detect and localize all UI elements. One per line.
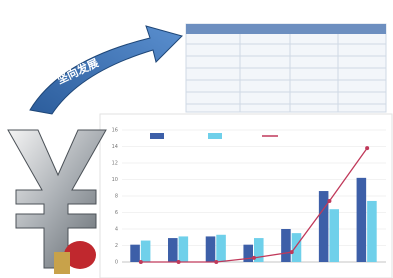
- line-point: [327, 199, 331, 203]
- line-point: [365, 146, 369, 150]
- y-tick-label: 8: [115, 194, 118, 200]
- y-tick-label: 4: [115, 227, 118, 233]
- bar: [329, 209, 339, 262]
- table-panel: [186, 24, 386, 112]
- line-point: [177, 260, 181, 264]
- bar: [179, 236, 189, 262]
- y-tick-label: 6: [115, 210, 118, 216]
- bar: [367, 201, 377, 262]
- line-point: [290, 250, 294, 254]
- bar: [319, 191, 329, 262]
- y-tick-label: 12: [112, 161, 118, 167]
- y-tick-label: 0: [115, 260, 118, 266]
- bar: [168, 238, 178, 262]
- y-tick-label: 16: [112, 128, 118, 134]
- y-tick-label: 10: [112, 177, 118, 183]
- arrow: [30, 26, 182, 114]
- bar: [141, 241, 151, 262]
- legend-swatch: [150, 133, 164, 139]
- bar: [130, 245, 140, 262]
- coin-stack: [54, 252, 70, 274]
- bar: [216, 235, 226, 262]
- legend-swatch: [208, 133, 222, 139]
- bar: [357, 178, 367, 262]
- line-point: [139, 260, 143, 264]
- line-point: [214, 260, 218, 264]
- bar: [281, 229, 291, 262]
- y-tick-label: 2: [115, 243, 118, 249]
- line-point: [252, 256, 256, 260]
- bar: [206, 236, 216, 262]
- bar: [292, 233, 302, 262]
- infographic: 坚向发展 0246810121416: [0, 0, 393, 278]
- y-tick-label: 14: [112, 144, 118, 150]
